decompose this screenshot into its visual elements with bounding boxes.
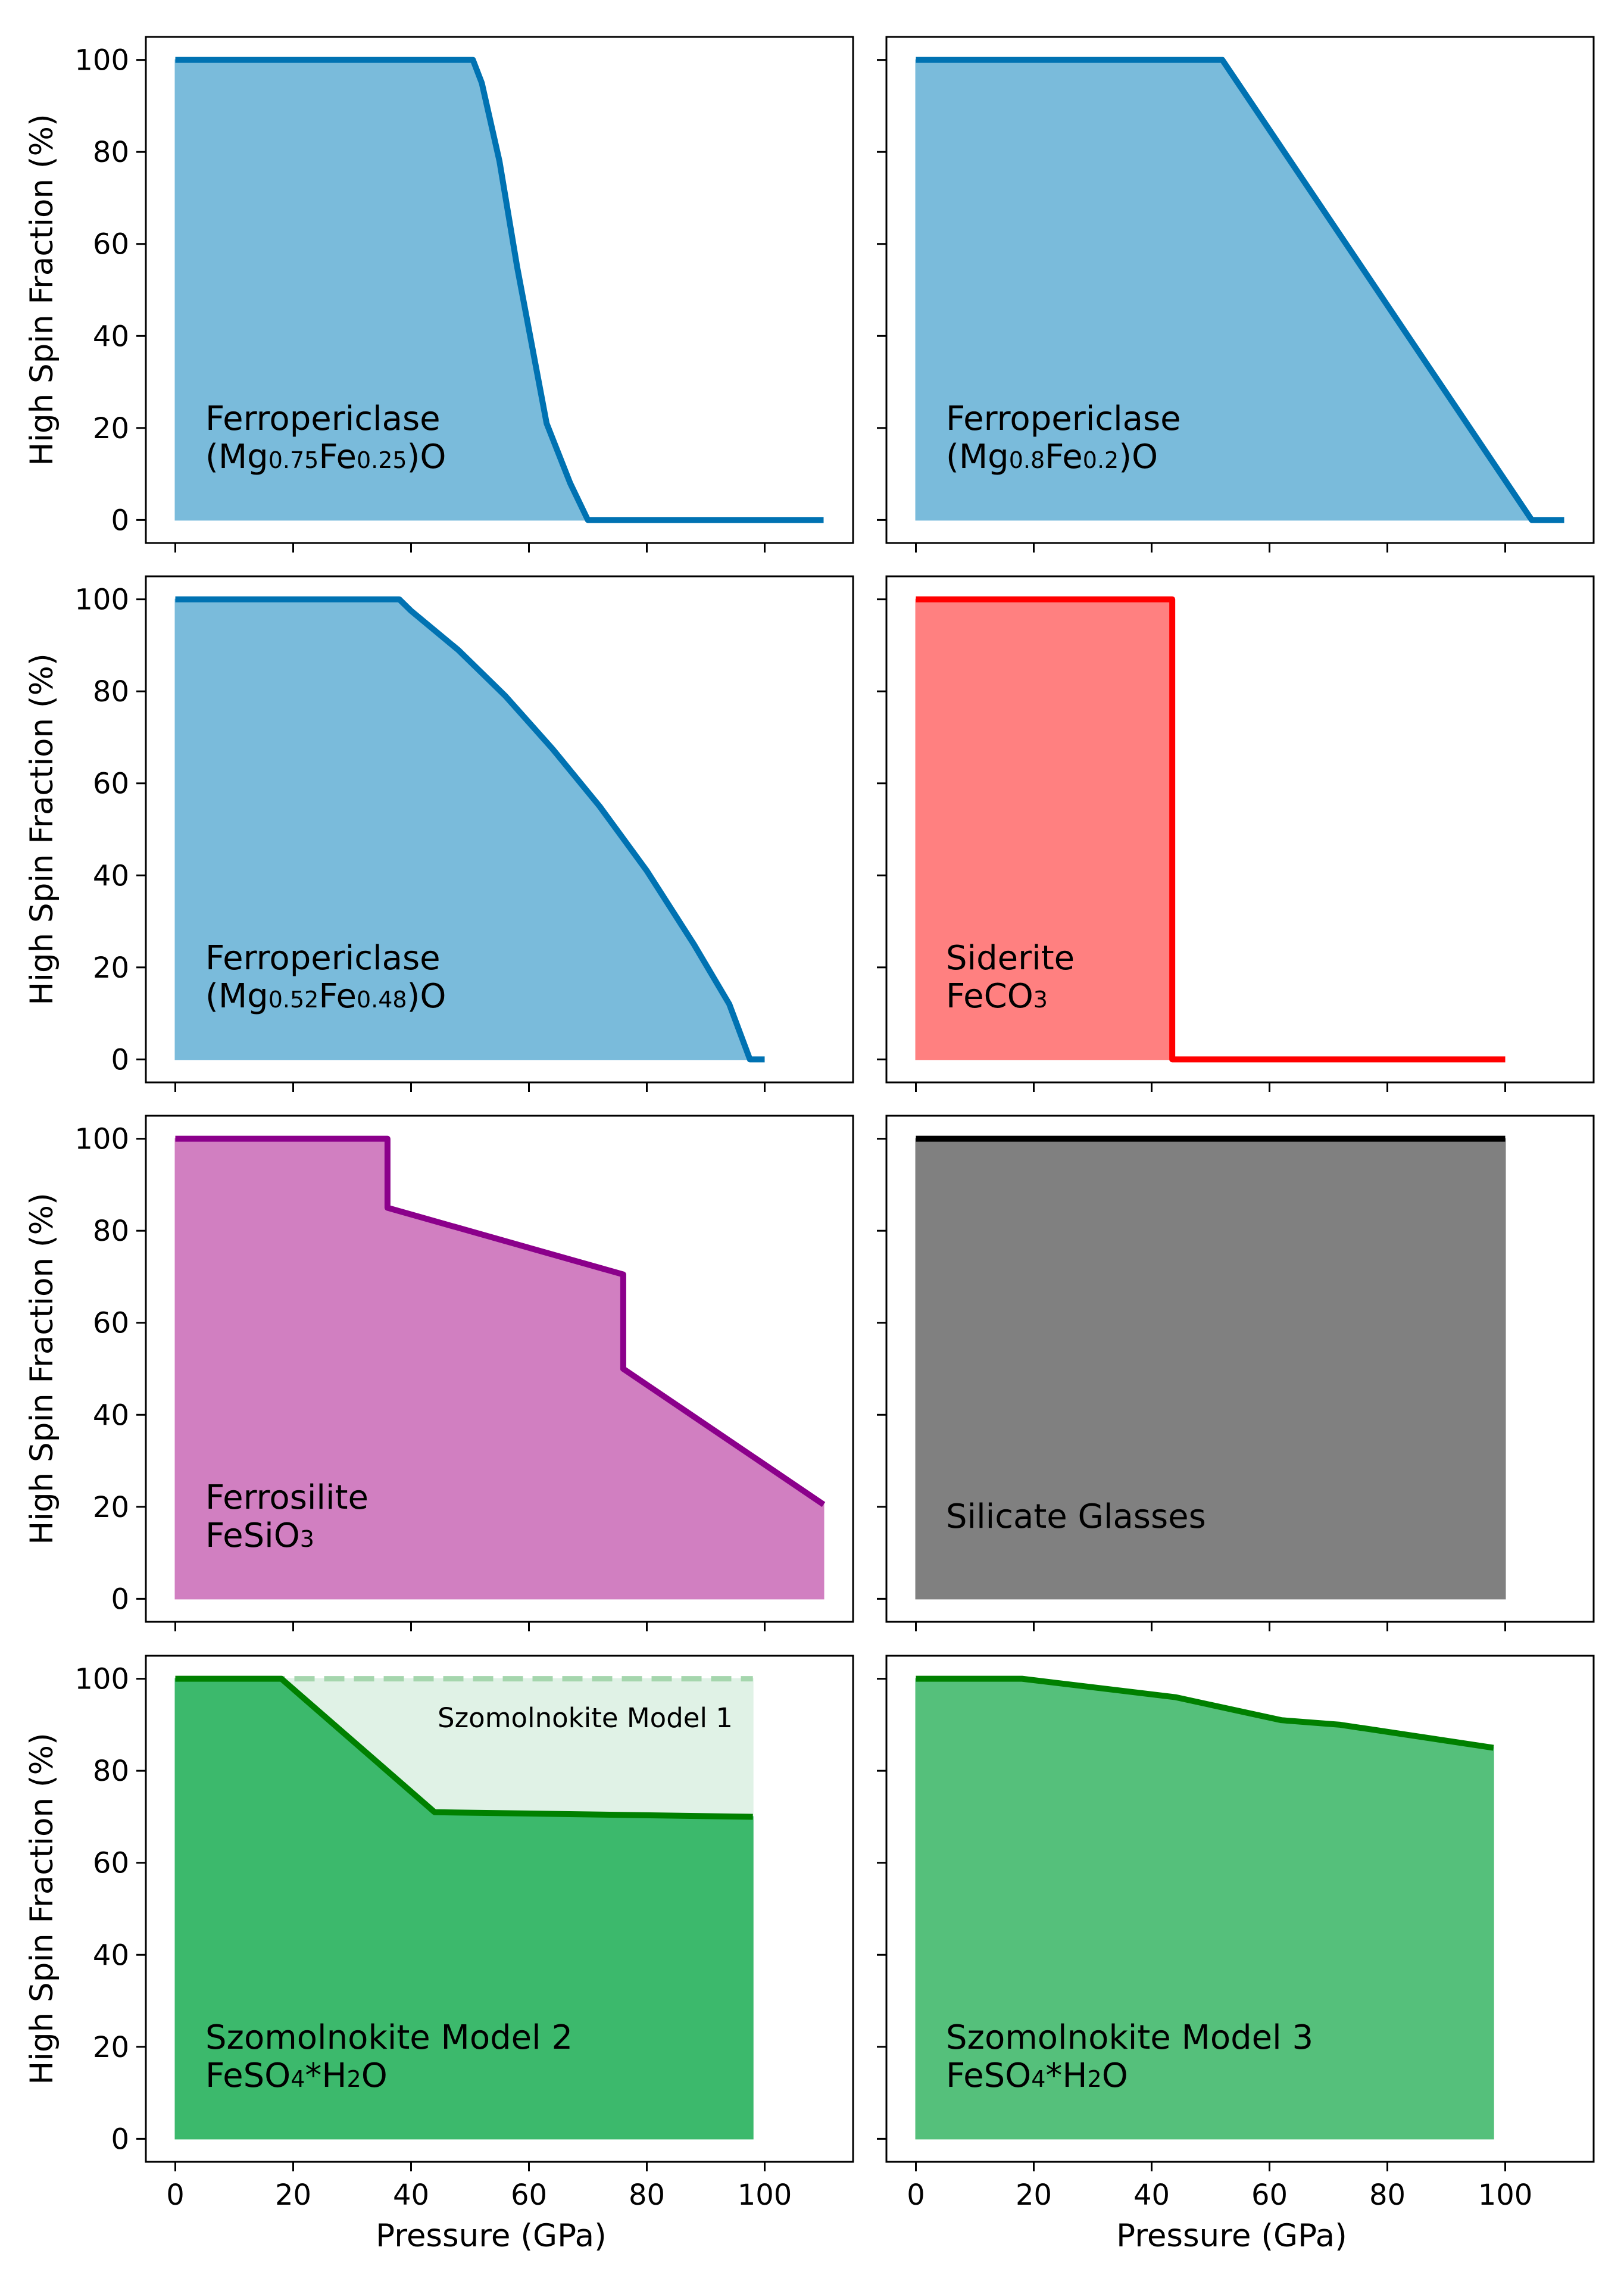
series-line-high-spin-fraction	[916, 57, 1564, 523]
x-axis-label: Pressure (GPa)	[376, 2218, 607, 2254]
plot-frame	[885, 1115, 1595, 1623]
annotation-label: Szomolnokite Model 1	[438, 1702, 733, 1734]
plot-frame	[145, 36, 854, 544]
subscript: 0.48	[357, 987, 407, 1013]
subscript: 2	[1088, 2066, 1102, 2092]
series-line-szomolnokite-model-3	[916, 1675, 1494, 1751]
y-tick-label: 40	[93, 859, 129, 892]
panel-label-line: Ferropericlase	[205, 939, 441, 978]
x-tick-label: 80	[629, 2179, 665, 2212]
y-tick-label: 20	[93, 2031, 129, 2064]
y-tick-label: 100	[74, 583, 129, 617]
plot-frame	[885, 36, 1595, 544]
series-line-high-spin-fraction	[175, 1135, 826, 1508]
subscript: 4	[291, 2066, 305, 2092]
y-tick-label: 0	[111, 504, 129, 537]
series-line-high-spin-fraction	[175, 57, 824, 523]
subscript: 0.75	[268, 447, 319, 473]
panel-row2-left: 0 20 40 60 80 100 High Spin Fraction (%) Ferrop…	[24, 575, 854, 1092]
y-tick-label: 40	[93, 1399, 129, 1432]
plot-frame	[145, 1655, 854, 2163]
y-tick-label: 100	[74, 1663, 129, 1696]
subscript: 4	[1031, 2066, 1045, 2092]
y-tick-label: 40	[93, 320, 129, 353]
panel-label-line: (Mg0.75Fe0.25)O	[205, 438, 446, 476]
panel-row3-right: Silicate Glasses	[877, 1115, 1595, 1631]
y-tick-label: 100	[74, 1123, 129, 1156]
y-axis-label: High Spin Fraction (%)	[24, 114, 60, 466]
panel-label-line: Szomolnokite Model 2	[205, 2018, 573, 2057]
y-tick-label: 60	[93, 767, 129, 801]
panel-row1-right: Ferropericlase(Mg0.8Fe0.2)O	[877, 36, 1595, 553]
y-tick-label: 60	[93, 1307, 129, 1340]
x-tick-label: 100	[1478, 2179, 1533, 2212]
panel-label-line: FeSiO3	[205, 1516, 314, 1555]
x-tick-label: 40	[393, 2179, 429, 2212]
subscript: 3	[1033, 987, 1048, 1013]
series-line-high-spin-fraction	[916, 596, 1506, 1063]
panel-label-line: Siderite	[946, 939, 1075, 978]
panel-label-line: Ferropericlase	[205, 400, 441, 438]
y-tick-label: 0	[111, 1043, 129, 1076]
plot-frame	[145, 575, 854, 1084]
panel-label-line: Ferropericlase	[946, 400, 1181, 438]
y-tick-label: 80	[93, 136, 129, 169]
y-axis-label: High Spin Fraction (%)	[24, 1733, 60, 2084]
x-axis-label: Pressure (GPa)	[1116, 2218, 1347, 2254]
x-tick-label: 0	[166, 2179, 185, 2212]
panel-label-line: FeSO4*H2O	[946, 2056, 1128, 2095]
panel-row4-left: 0 20 40 60 80 100 0 20 40 60 80 100 High Spin Fracti…	[24, 1655, 854, 2254]
subscript: 0.52	[268, 987, 319, 1013]
y-tick-label: 80	[93, 1215, 129, 1248]
plot-frame	[885, 575, 1595, 1084]
y-axis-label: High Spin Fraction (%)	[24, 653, 60, 1005]
x-tick-label: 100	[738, 2179, 792, 2212]
x-tick-label: 20	[1016, 2179, 1052, 2212]
y-tick-label: 20	[93, 412, 129, 445]
y-tick-label: 20	[93, 951, 129, 985]
panel-row1-left: 0 20 40 60 80 100 High Spin Fraction (%) Ferrop…	[24, 36, 854, 553]
x-tick-label: 60	[1251, 2179, 1288, 2212]
x-tick-label: 0	[907, 2179, 925, 2212]
y-tick-label: 0	[111, 2123, 129, 2156]
panel-label-line: FeSO4*H2O	[205, 2056, 388, 2095]
panel-label-line: (Mg0.8Fe0.2)O	[946, 438, 1158, 476]
y-axis-label: High Spin Fraction (%)	[24, 1193, 60, 1544]
panel-row3-left: 0 20 40 60 80 100 High Spin Fraction (%) Ferros…	[24, 1115, 854, 1631]
x-tick-label: 40	[1133, 2179, 1170, 2212]
panel-row4-right: 0 20 40 60 80 100 Pressure (GPa) Szomolnokite M…	[877, 1655, 1595, 2254]
y-tick-label: 80	[93, 1755, 129, 1788]
subscript: 0.25	[357, 447, 407, 473]
plot-frame	[885, 1655, 1595, 2163]
plot-frame	[145, 1115, 854, 1623]
y-tick-label: 60	[93, 228, 129, 261]
y-tick-label: 0	[111, 1583, 129, 1616]
subscript: 2	[347, 2066, 361, 2092]
panel-label-line: FeCO3	[946, 977, 1048, 1016]
y-tick-label: 40	[93, 1939, 129, 1972]
panel-label-line: Ferrosilite	[205, 1478, 368, 1517]
panel-label-line: Szomolnokite Model 3	[946, 2018, 1313, 2057]
subscript: 0.2	[1083, 447, 1119, 473]
x-tick-label: 60	[511, 2179, 547, 2212]
panel-label-line: (Mg0.52Fe0.48)O	[205, 977, 446, 1016]
series-line-high-spin-fraction	[175, 596, 765, 1063]
y-tick-label: 60	[93, 1847, 129, 1880]
y-tick-label: 20	[93, 1491, 129, 1524]
subscript: 0.8	[1009, 447, 1045, 473]
x-tick-label: 80	[1369, 2179, 1406, 2212]
panel-label-line: Silicate Glasses	[946, 1497, 1206, 1536]
subscript: 3	[300, 1526, 314, 1552]
y-tick-label: 80	[93, 675, 129, 709]
x-tick-label: 20	[275, 2179, 311, 2212]
series-line-szomolnokite-model-2	[175, 1675, 753, 1820]
y-tick-label: 100	[74, 44, 129, 77]
